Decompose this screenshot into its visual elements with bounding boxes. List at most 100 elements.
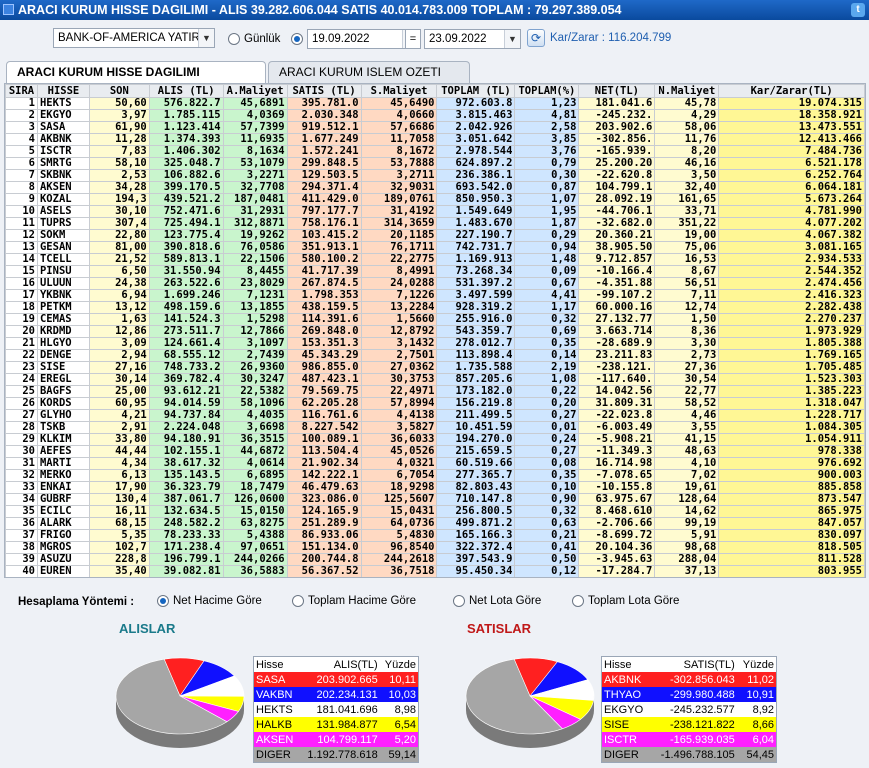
table-row[interactable]: 2 EKGYO 3,97 1.785.115 4,0369 2.030.348 4,0660… <box>5 109 865 122</box>
table-row[interactable]: 17 YKBNK 6,94 1.699.246 7,1231 1.798.353 7,122… <box>5 289 865 302</box>
table-row[interactable]: 36 ALARK 68,15 248.582.2 63,8275 251.289.9 64,… <box>5 517 865 530</box>
table-cell: 2.978.544 <box>436 145 516 158</box>
table-row[interactable]: 1 HEKTS 50,60 576.822.7 45,6891 395.781.0 45,6… <box>5 97 865 110</box>
stock-distribution-grid[interactable]: SIRA HISSE SON ALIS (TL) A.Maliyet SATIS (TL)… <box>4 83 866 578</box>
column-header[interactable]: HISSE <box>36 84 90 98</box>
table-cell: 9.712.857 <box>578 253 656 266</box>
column-header[interactable]: N.Maliyet <box>654 84 720 98</box>
tab-islem-ozeti[interactable]: ARACI KURUM ISLEM OZETI <box>268 61 470 83</box>
table-cell: 16.714.98 <box>578 457 656 470</box>
date-to-picker[interactable]: 23.09.2022 ▼ <box>424 29 521 49</box>
table-cell: 325.048.7 <box>148 157 224 170</box>
calc-option-radio[interactable]: Net Lota Göre <box>453 595 541 607</box>
table-row[interactable]: 5 ISCTR 7,83 1.406.302 8,1634 1.572.241 8,1672… <box>5 145 865 158</box>
column-header[interactable]: NET(TL) <box>578 84 656 98</box>
table-row[interactable]: 38 MGROS 102,7 171.238.4 97,0651 151.134.0 96,… <box>5 541 865 554</box>
table-row[interactable]: 10 ASELS 30,10 752.471.6 31,2931 797.177.7 31,… <box>5 205 865 218</box>
table-cell: 725.494.1 <box>148 217 224 230</box>
table-cell: 6.521.178 <box>718 157 865 170</box>
table-row[interactable]: 21 HLGYO 3,09 124.661.4 3,1097 153.351.3 3,143… <box>5 337 865 350</box>
table-cell: 23.211.83 <box>578 349 656 362</box>
table-row[interactable]: 22 DENGE 2,94 68.555.12 2,7439 45.343.29 2,750… <box>5 349 865 362</box>
table-row[interactable]: 16 ULUUN 24,38 263.522.6 23,8029 267.874.5 24,… <box>5 277 865 290</box>
table-row[interactable]: 8 AKSEN 34,28 399.170.5 32,7708 294.371.4 32,9… <box>5 181 865 194</box>
column-header[interactable]: TOPLAM(%) <box>514 84 580 98</box>
table-row[interactable]: 30 AEFES 44,44 102.155.1 44,6872 113.504.4 45,… <box>5 445 865 458</box>
table-cell: 3,5827 <box>360 421 438 434</box>
table-row[interactable]: 14 TCELL 21,52 589.813.1 22,1506 580.100.2 22,… <box>5 253 865 266</box>
table-row[interactable]: 32 MERKO 6,13 135.143.5 6,6895 142.222.1 6,705… <box>5 469 865 482</box>
legend-cell: VAKBN <box>256 688 293 701</box>
table-row[interactable]: 9 KOZAL 194,3 439.521.2 187,0481 411.429.0 189… <box>5 193 865 206</box>
chevron-down-icon[interactable]: ▼ <box>198 29 214 47</box>
table-row[interactable]: 6 SMRTG 58,10 325.048.7 53,1079 299.848.5 53,7… <box>5 157 865 170</box>
table-row[interactable]: 18 PETKM 13,12 498.159.6 13,1855 438.159.5 13,… <box>5 301 865 314</box>
table-row[interactable]: 31 MARTI 4,34 38.617.32 4,0614 21.902.34 4,032… <box>5 457 865 470</box>
gunluk-radio[interactable]: Günlük <box>228 33 280 45</box>
table-row[interactable]: 25 BAGFS 25,00 93.612.21 22,5382 79.569.75 22,… <box>5 385 865 398</box>
legend-cell: DIGER <box>256 748 291 761</box>
table-cell: 33,80 <box>88 433 150 446</box>
table-cell: 27,16 <box>88 361 150 374</box>
date-from-picker[interactable]: 19.09.2022 ▼ <box>307 29 419 49</box>
table-cell: 4,34 <box>88 457 150 470</box>
table-cell: 4,0660 <box>360 109 438 122</box>
table-cell: 181.041.6 <box>578 97 656 110</box>
tab-hisse-dagilimi[interactable]: ARACI KURUM HISSE DAGILIMI <box>6 61 266 84</box>
table-cell: 294.371.4 <box>286 181 362 194</box>
refresh-icon[interactable]: ⟳ <box>527 29 545 47</box>
column-header[interactable]: ALIS (TL) <box>148 84 224 98</box>
table-row[interactable]: 37 FRIGO 5,35 78.233.33 5,4388 86.933.06 5,483… <box>5 529 865 542</box>
table-row[interactable]: 13 GESAN 81,00 390.818.6 76,0586 351.913.1 76,… <box>5 241 865 254</box>
table-row[interactable]: 11 TUPRS 307,4 725.494.1 312,8871 758.176.1 31… <box>5 217 865 230</box>
column-header[interactable]: SON <box>88 84 150 98</box>
calc-option-radio[interactable]: Net Hacime Göre <box>157 595 262 607</box>
table-row[interactable]: 34 GUBRF 130,4 387.061.7 126,0600 323.086.0 12… <box>5 493 865 506</box>
table-row[interactable]: 7 SKBNK 2,53 106.882.6 3,2271 129.503.5 3,2711… <box>5 169 865 182</box>
table-cell: 399.170.5 <box>148 181 224 194</box>
table-cell: 25,00 <box>88 385 150 398</box>
calc-option-radio[interactable]: Toplam Lota Göre <box>572 595 679 607</box>
table-cell: 32,9031 <box>360 181 438 194</box>
table-cell: 23 <box>5 361 38 374</box>
table-row[interactable]: 27 GLYHO 4,21 94.737.84 4,4035 116.761.6 4,413… <box>5 409 865 422</box>
legend-row: THYAO -299.980.488 10,91 <box>602 687 776 702</box>
table-cell: -11.349.3 <box>578 445 656 458</box>
table-row[interactable]: 26 KORDS 60,95 94.014.59 58,1096 62.205.28 57,… <box>5 397 865 410</box>
table-cell: 22,5382 <box>222 385 288 398</box>
table-cell: -99.107.2 <box>578 289 656 302</box>
table-row[interactable]: 35 ECILC 16,11 132.634.5 15,0150 124.165.9 15,… <box>5 505 865 518</box>
table-row[interactable]: 3 SASA 61,90 1.123.414 57,7399 919.512.1 57,66… <box>5 121 865 134</box>
date-range-radio[interactable] <box>291 33 303 45</box>
table-cell: 0,50 <box>514 553 580 566</box>
table-row[interactable]: 24 EREGL 30,14 369.782.4 30,3247 487.423.1 30,… <box>5 373 865 386</box>
table-cell: 98,68 <box>654 541 720 554</box>
table-row[interactable]: 12 SOKM 22,80 123.775.4 19,9262 103.415.2 20,1… <box>5 229 865 242</box>
table-row[interactable]: 28 TSKB 2,91 2.224.048 3,6698 8.227.542 3,5827… <box>5 421 865 434</box>
table-cell: TSKB <box>36 421 90 434</box>
table-cell: 94.014.59 <box>148 397 224 410</box>
column-header[interactable]: S.Maliyet <box>360 84 438 98</box>
table-row[interactable]: 23 SISE 27,16 748.733.2 26,9360 986.855.0 27,0… <box>5 361 865 374</box>
column-header[interactable]: Kar/Zarar(TL) <box>718 84 865 98</box>
column-header[interactable]: SIRA <box>5 84 38 98</box>
twitter-icon[interactable]: t <box>851 3 865 17</box>
calc-option-radio[interactable]: Toplam Hacime Göre <box>292 595 416 607</box>
column-header[interactable]: SATIS (TL) <box>286 84 362 98</box>
table-row[interactable]: 15 PINSU 6,50 31.550.94 8,4455 41.717.39 8,499… <box>5 265 865 278</box>
table-row[interactable]: 40 EUREN 35,40 39.082.81 36,5883 56.367.52 36,… <box>5 565 865 577</box>
table-row[interactable]: 20 KRDMD 12,86 273.511.7 12,7866 269.848.0 12,… <box>5 325 865 338</box>
broker-select[interactable]: BANK-OF-AMERICA YATIRIM ▼ <box>53 28 215 48</box>
table-row[interactable]: 19 CEMAS 1,63 141.524.3 1,5298 114.391.6 1,566… <box>5 313 865 326</box>
table-cell: 99,19 <box>654 517 720 530</box>
table-cell: GESAN <box>36 241 90 254</box>
column-header[interactable]: TOPLAM (TL) <box>436 84 516 98</box>
table-row[interactable]: 29 KLKIM 33,80 94.180.91 36,3515 100.089.1 36,… <box>5 433 865 446</box>
chevron-down-icon[interactable]: ▼ <box>504 30 520 48</box>
table-cell: 189,0761 <box>360 193 438 206</box>
column-header[interactable]: A.Maliyet <box>222 84 288 98</box>
table-row[interactable]: 33 ENKAI 17,90 36.323.79 18,7479 46.479.63 18,… <box>5 481 865 494</box>
table-cell: HEKTS <box>36 97 90 110</box>
table-row[interactable]: 39 ASUZU 228,8 196.799.1 244,0266 200.744.8 24… <box>5 553 865 566</box>
table-row[interactable]: 4 AKBNK 11,28 1.374.393 11,6935 1.677.249 11,7… <box>5 133 865 146</box>
